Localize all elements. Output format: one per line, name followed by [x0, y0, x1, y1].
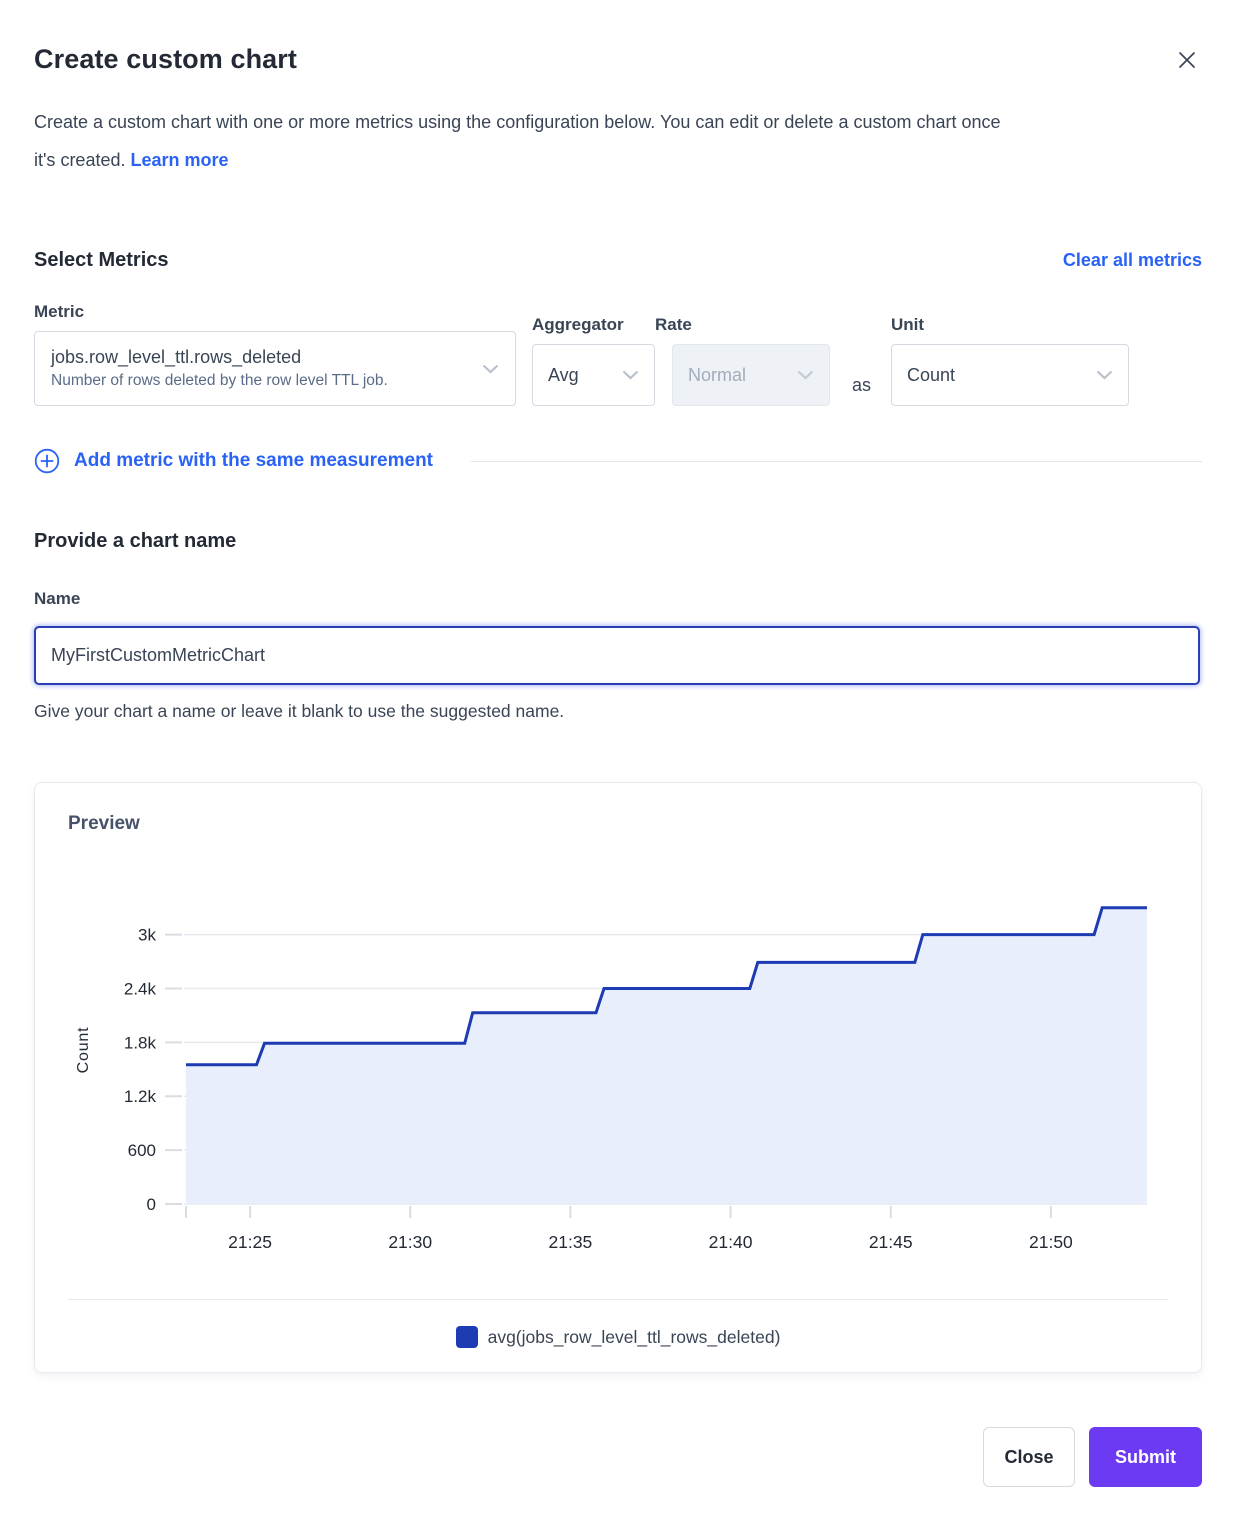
add-metric-divider	[471, 460, 1202, 462]
select-metrics-heading: Select Metrics	[34, 249, 169, 271]
metric-select-value: jobs.row_level_ttl.rows_deleted	[51, 347, 302, 367]
submit-button[interactable]: Submit	[1089, 1427, 1202, 1487]
svg-text:1.8k: 1.8k	[124, 1033, 157, 1052]
preview-chart-svg: 0 600 1.2k 1.8k 2.4k 3k 21:25 21:30 21:35 21:40 21…	[75, 906, 1147, 1252]
metric-field: Metric jobs.row_level_ttl.rows_deleted N…	[34, 302, 516, 406]
chart-name-input[interactable]	[34, 626, 1200, 685]
aggregator-select[interactable]: Avg	[532, 344, 655, 406]
metric-select[interactable]: jobs.row_level_ttl.rows_deleted Number o…	[34, 331, 516, 406]
chart-name-heading: Provide a chart name	[34, 530, 237, 552]
svg-text:0: 0	[147, 1195, 156, 1214]
chart-legend: avg(jobs_row_level_ttl_rows_deleted)	[68, 1326, 1168, 1348]
learn-more-link[interactable]: Learn more	[130, 150, 229, 170]
svg-text:21:35: 21:35	[549, 1232, 593, 1252]
clear-all-metrics-link[interactable]: Clear all metrics	[1062, 250, 1202, 270]
legend-label: avg(jobs_row_level_ttl_rows_deleted)	[487, 1326, 781, 1347]
svg-text:21:30: 21:30	[388, 1232, 432, 1252]
aggregator-label: Aggregator	[532, 315, 624, 334]
add-metric-label: Add metric with the same measurement	[74, 450, 433, 471]
svg-text:600: 600	[128, 1141, 156, 1160]
chevron-down-icon	[797, 370, 814, 380]
svg-text:21:45: 21:45	[869, 1232, 913, 1252]
as-label: as	[852, 375, 872, 395]
chevron-down-icon	[622, 370, 639, 380]
rate-select: Normal	[672, 344, 830, 406]
unit-select[interactable]: Count	[891, 344, 1130, 406]
svg-text:21:40: 21:40	[709, 1232, 753, 1252]
svg-text:Count: Count	[75, 1027, 92, 1074]
preview-divider	[68, 1299, 1168, 1300]
add-metric-row: Add metric with the same measurement	[34, 448, 1202, 474]
svg-text:1.2k: 1.2k	[124, 1087, 157, 1106]
preview-heading: Preview	[68, 813, 140, 834]
rate-field: Rate Normal	[655, 315, 830, 406]
legend-swatch	[455, 1326, 478, 1348]
close-button[interactable]	[1172, 45, 1202, 75]
metric-label: Metric	[34, 302, 85, 321]
metric-select-description: Number of rows deleted by the row level …	[51, 372, 388, 389]
close-icon	[1179, 51, 1195, 68]
rate-select-value: Normal	[688, 364, 747, 385]
add-metric-link[interactable]: Add metric with the same measurement	[34, 448, 433, 474]
name-helper-text: Give your chart a name or leave it blank…	[34, 701, 565, 721]
select-metrics-header-row: Select Metrics Clear all metrics	[34, 249, 1202, 272]
modal-footer: Close Submit	[34, 1427, 1202, 1523]
svg-text:3k: 3k	[138, 926, 156, 945]
svg-text:21:25: 21:25	[228, 1232, 272, 1252]
modal-header: Create custom chart	[34, 0, 1202, 75]
description-line-1: Create a custom chart with one or more m…	[34, 112, 1001, 132]
unit-label: Unit	[891, 315, 925, 334]
unit-field: Unit Count	[891, 315, 1130, 406]
name-label: Name	[34, 589, 81, 608]
aggregator-select-value: Avg	[548, 364, 579, 385]
modal-description: Create a custom chart with one or more m…	[34, 103, 1202, 179]
preview-chart: 0 600 1.2k 1.8k 2.4k 3k 21:25 21:30 21:35 21:40 21…	[68, 851, 1168, 1271]
close-button-footer[interactable]: Close	[983, 1427, 1075, 1487]
unit-select-value: Count	[907, 364, 956, 385]
plus-circle-icon	[34, 448, 60, 474]
preview-card: Preview 0 600 1.2k 1.8k 2.4k 3k 21:25 21:30 21:3…	[34, 782, 1202, 1373]
metric-config-row: Metric jobs.row_level_ttl.rows_deleted N…	[34, 302, 1202, 406]
svg-text:21:50: 21:50	[1029, 1232, 1073, 1252]
svg-text:2.4k: 2.4k	[124, 979, 157, 998]
rate-label: Rate	[655, 315, 692, 334]
chevron-down-icon	[482, 364, 499, 374]
chevron-down-icon	[1096, 370, 1113, 380]
aggregator-field: Aggregator Avg	[532, 315, 655, 406]
modal-title: Create custom chart	[34, 44, 297, 74]
description-line-2: it's created.	[34, 150, 126, 170]
